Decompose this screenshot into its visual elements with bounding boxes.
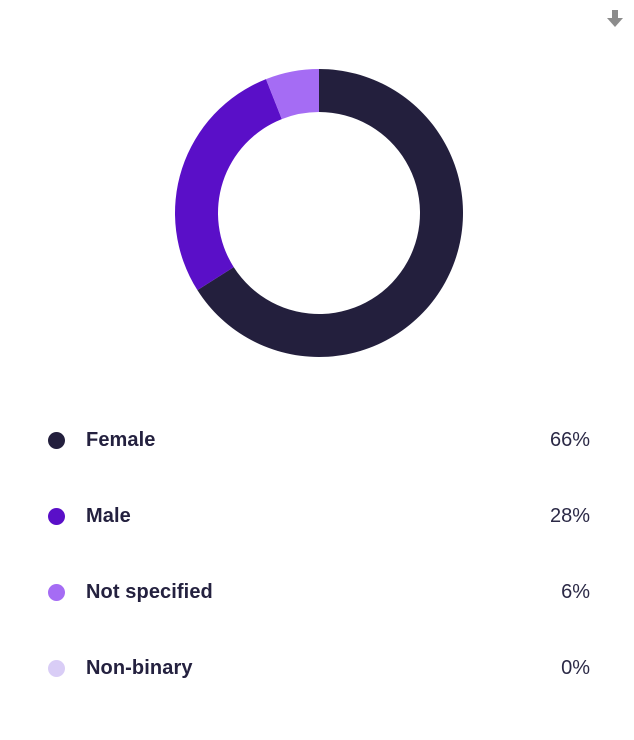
- chart-legend: Female 66% Male 28% Not specified 6% Non-binar…: [40, 402, 596, 706]
- legend-item-male[interactable]: Male 28%: [40, 478, 596, 554]
- legend-label: Not specified: [86, 580, 213, 603]
- legend-value: 0%: [561, 656, 590, 679]
- legend-label: Female: [86, 428, 156, 451]
- legend-label: Male: [86, 504, 131, 527]
- legend-label: Non-binary: [86, 656, 193, 679]
- donut-slice-not-specified[interactable]: [265, 69, 319, 120]
- donut-chart-svg: [175, 69, 464, 357]
- legend-swatch: [48, 431, 65, 449]
- legend-swatch: [48, 507, 65, 525]
- download-arrow-icon: [607, 10, 623, 28]
- donut-chart: [170, 64, 468, 362]
- legend-value: 28%: [549, 504, 590, 527]
- legend-value: 6%: [561, 580, 590, 603]
- legend-item-female[interactable]: Female 66%: [40, 402, 596, 478]
- legend-item-non-binary[interactable]: Non-binary 0%: [40, 630, 596, 706]
- legend-swatch: [48, 659, 65, 677]
- legend-value: 66%: [549, 428, 590, 451]
- download-button[interactable]: [604, 8, 626, 30]
- donut-slice-female[interactable]: [197, 69, 464, 357]
- legend-item-not-specified[interactable]: Not specified 6%: [40, 554, 596, 630]
- donut-slice-male[interactable]: [175, 79, 282, 291]
- legend-swatch: [48, 583, 65, 601]
